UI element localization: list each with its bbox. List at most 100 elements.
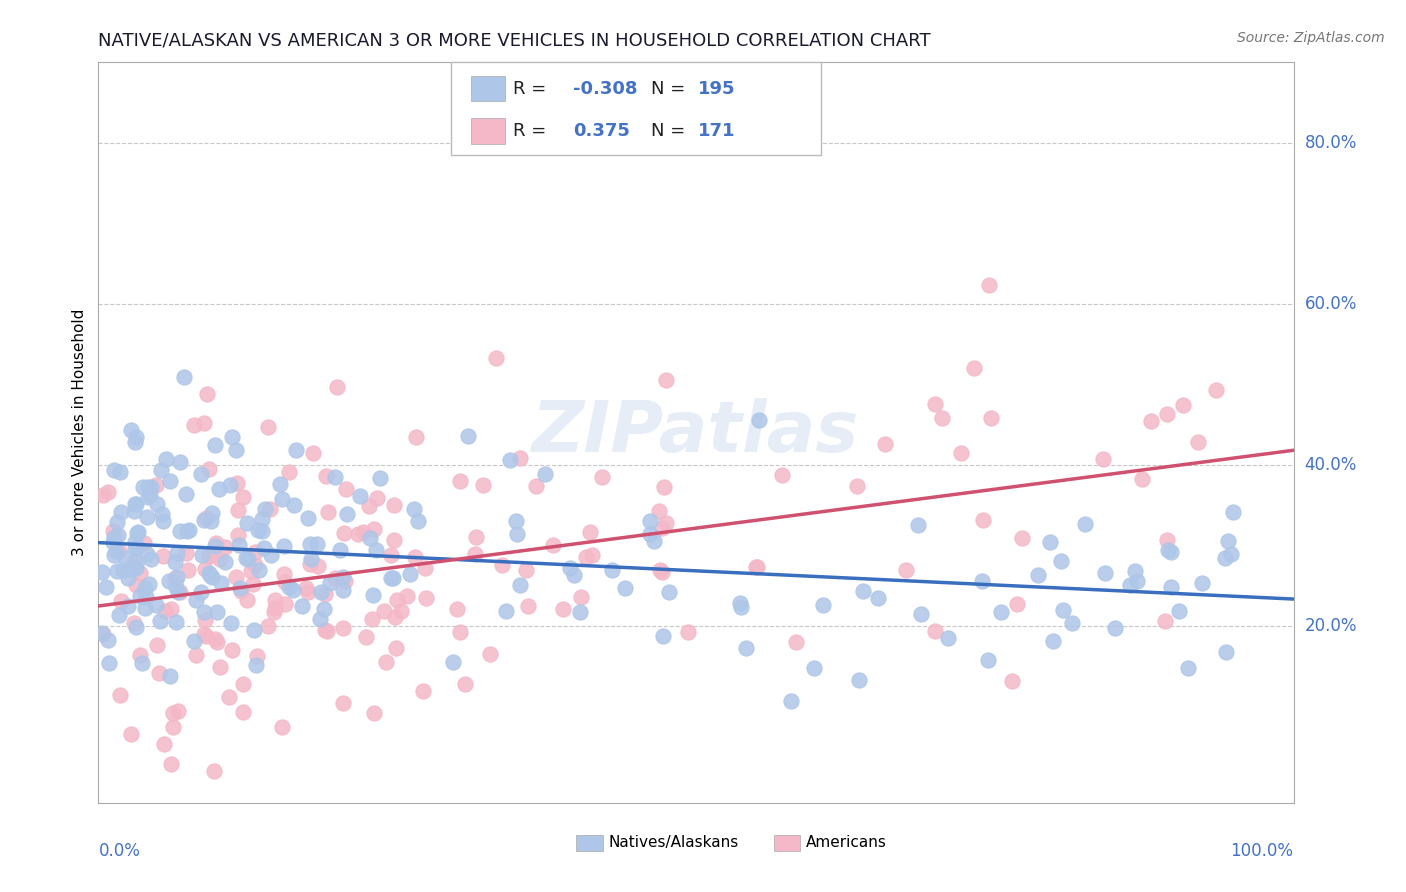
Point	[138, 577, 160, 591]
Point	[228, 581, 250, 595]
Point	[231, 584, 253, 599]
Point	[1132, 472, 1154, 486]
Point	[245, 658, 267, 673]
Point	[124, 541, 146, 555]
Point	[91, 626, 114, 640]
Point	[1005, 597, 1028, 611]
Point	[643, 534, 665, 549]
Point	[146, 638, 169, 652]
Point	[307, 559, 329, 574]
Point	[129, 566, 152, 581]
Point	[221, 430, 243, 444]
Point	[896, 563, 918, 577]
Point	[225, 570, 247, 584]
Point	[316, 624, 339, 638]
Point	[162, 720, 184, 734]
Point	[398, 566, 420, 581]
Point	[314, 624, 336, 638]
Point	[509, 451, 531, 466]
Point	[465, 530, 488, 544]
Point	[214, 540, 236, 554]
Point	[302, 446, 325, 460]
Point	[363, 522, 385, 536]
Point	[247, 523, 270, 537]
Point	[163, 555, 186, 569]
Point	[382, 498, 405, 512]
Point	[1126, 574, 1149, 589]
Point	[145, 598, 167, 612]
Point	[1091, 451, 1114, 466]
Point	[385, 593, 408, 607]
Point	[655, 516, 678, 530]
Point	[94, 580, 117, 594]
Text: 60.0%: 60.0%	[1305, 295, 1357, 313]
Point	[980, 410, 1002, 425]
Point	[516, 599, 538, 613]
Point	[232, 705, 254, 719]
Point	[314, 586, 336, 600]
Point	[931, 410, 953, 425]
Point	[575, 549, 598, 564]
Point	[581, 549, 603, 563]
Point	[273, 539, 295, 553]
Point	[977, 653, 1000, 667]
Point	[124, 534, 146, 549]
Point	[1154, 615, 1177, 629]
Point	[924, 397, 946, 411]
Point	[297, 510, 319, 524]
Point	[509, 578, 531, 592]
Point	[560, 560, 582, 574]
Point	[134, 601, 156, 615]
FancyBboxPatch shape	[773, 835, 800, 851]
Point	[600, 563, 623, 577]
Text: R =: R =	[513, 122, 553, 140]
Point	[242, 577, 264, 591]
Point	[491, 558, 513, 572]
Point	[278, 581, 301, 595]
Text: NATIVE/ALASKAN VS AMERICAN 3 OR MORE VEHICLES IN HOUSEHOLD CORRELATION CHART: NATIVE/ALASKAN VS AMERICAN 3 OR MORE VEH…	[98, 32, 931, 50]
Point	[658, 585, 681, 599]
Text: ZIPatlas: ZIPatlas	[533, 398, 859, 467]
Point	[366, 491, 388, 506]
Point	[335, 482, 357, 496]
Point	[332, 526, 354, 541]
Point	[263, 605, 285, 619]
Point	[194, 613, 217, 627]
Point	[148, 666, 170, 681]
Point	[103, 548, 125, 562]
Point	[139, 480, 162, 494]
Point	[149, 614, 172, 628]
Point	[145, 478, 167, 492]
Point	[404, 502, 426, 516]
Point	[124, 555, 146, 569]
Text: N =: N =	[651, 79, 690, 97]
Point	[579, 524, 602, 539]
Point	[562, 568, 585, 582]
Point	[190, 467, 212, 481]
Point	[152, 549, 174, 564]
Point	[299, 552, 322, 566]
Point	[449, 625, 471, 640]
Point	[541, 538, 564, 552]
Point	[97, 485, 120, 500]
Point	[120, 726, 142, 740]
Point	[295, 581, 318, 595]
Point	[204, 536, 226, 550]
Point	[108, 465, 131, 479]
Point	[246, 649, 269, 664]
Point	[676, 624, 699, 639]
Point	[314, 601, 336, 615]
Point	[332, 621, 354, 635]
Point	[264, 592, 287, 607]
Point	[163, 571, 186, 585]
Text: 80.0%: 80.0%	[1305, 134, 1357, 152]
Point	[125, 553, 148, 567]
Point	[848, 673, 870, 688]
Point	[221, 642, 243, 657]
Point	[1001, 673, 1024, 688]
Point	[271, 719, 294, 733]
Point	[1191, 575, 1213, 590]
Point	[177, 563, 200, 577]
Point	[146, 497, 169, 511]
Point	[273, 566, 295, 581]
